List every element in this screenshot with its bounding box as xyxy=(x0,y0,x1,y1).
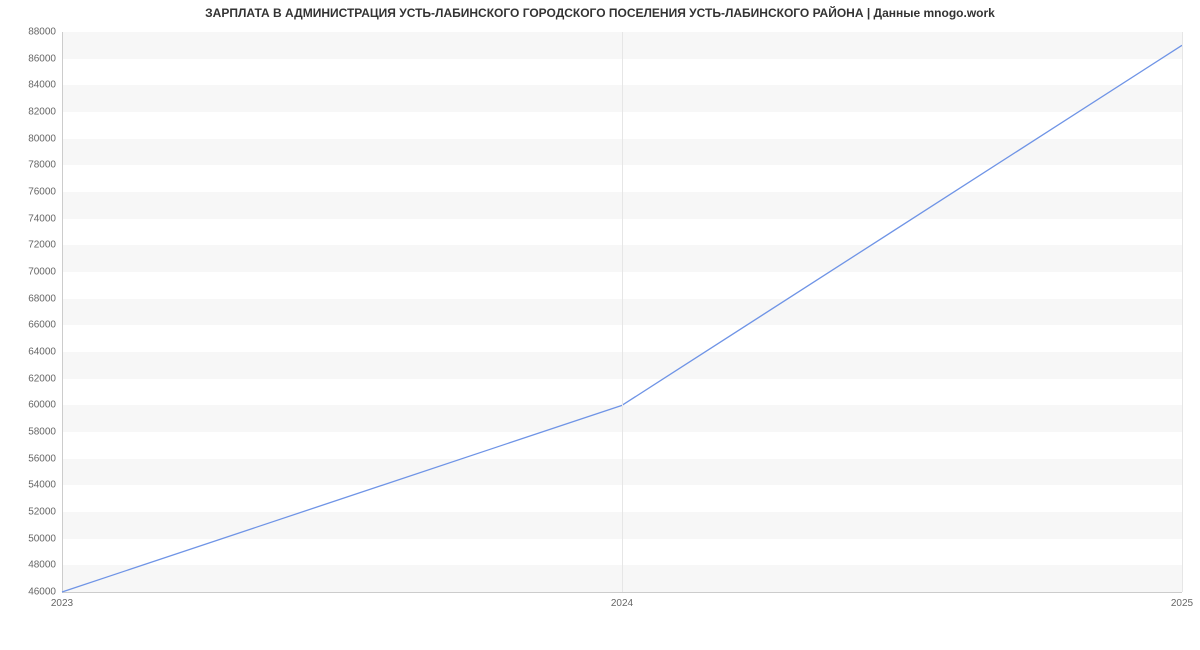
plot-area: 4600048000500005200054000560005800060000… xyxy=(62,32,1182,592)
x-tick-label: 2023 xyxy=(51,592,73,609)
y-tick-label: 58000 xyxy=(28,427,62,438)
y-tick-label: 74000 xyxy=(28,213,62,224)
y-tick-label: 56000 xyxy=(28,453,62,464)
x-tick-label: 2024 xyxy=(611,592,633,609)
x-grid-line xyxy=(622,32,623,592)
y-tick-label: 62000 xyxy=(28,373,62,384)
y-tick-label: 84000 xyxy=(28,80,62,91)
y-tick-label: 82000 xyxy=(28,107,62,118)
y-tick-label: 72000 xyxy=(28,240,62,251)
y-tick-label: 50000 xyxy=(28,533,62,544)
y-tick-label: 78000 xyxy=(28,160,62,171)
chart-title: ЗАРПЛАТА В АДМИНИСТРАЦИЯ УСТЬ-ЛАБИНСКОГО… xyxy=(0,6,1200,20)
y-tick-label: 60000 xyxy=(28,400,62,411)
y-tick-label: 68000 xyxy=(28,293,62,304)
y-tick-label: 66000 xyxy=(28,320,62,331)
y-tick-label: 86000 xyxy=(28,53,62,64)
y-tick-label: 80000 xyxy=(28,133,62,144)
y-tick-label: 64000 xyxy=(28,347,62,358)
y-tick-label: 76000 xyxy=(28,187,62,198)
x-grid-line xyxy=(1182,32,1183,592)
y-tick-label: 52000 xyxy=(28,507,62,518)
y-tick-label: 54000 xyxy=(28,480,62,491)
y-tick-label: 88000 xyxy=(28,27,62,38)
x-tick-label: 2025 xyxy=(1171,592,1193,609)
y-tick-label: 48000 xyxy=(28,560,62,571)
y-tick-label: 70000 xyxy=(28,267,62,278)
salary-line-chart: ЗАРПЛАТА В АДМИНИСТРАЦИЯ УСТЬ-ЛАБИНСКОГО… xyxy=(0,0,1200,650)
